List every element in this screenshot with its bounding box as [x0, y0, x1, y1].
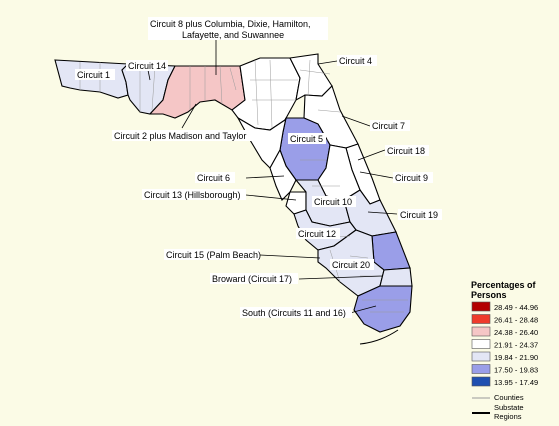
label-circuit-4: Circuit 4	[339, 56, 372, 66]
legend-swatch-4	[471, 351, 491, 362]
label-circuit-8-line1: Circuit 8 plus Columbia, Dixie, Hamilton…	[150, 19, 311, 29]
legend-swatch-3	[471, 339, 491, 349]
label-circuit-9: Circuit 9	[395, 173, 428, 183]
legend-title-line2: Persons	[471, 290, 507, 300]
label-circuit-12: Circuit 12	[298, 229, 336, 239]
legend-bin-label-5: 17.50 - 19.83	[494, 366, 538, 375]
label-circuit-19: Circuit 19	[400, 210, 438, 220]
legend-swatch-5	[471, 364, 491, 374]
label-circuit-13: Circuit 13 (Hillsborough)	[144, 190, 241, 200]
region-circuit-6	[269, 148, 297, 201]
legend: Percentages of Persons 28.49 - 44.96 26.4…	[471, 280, 538, 421]
legend-bin-label-6: 13.95 - 17.49	[494, 378, 538, 387]
legend-bin-label-1: 26.41 - 28.48	[494, 316, 538, 325]
legend-substate-label-line2: Regions	[494, 412, 522, 421]
label-circuit-1: Circuit 1	[77, 70, 110, 80]
label-circuit-18: Circuit 18	[387, 146, 425, 156]
legend-bin-label-2: 24.38 - 26.40	[494, 328, 538, 337]
label-circuit-5: Circuit 5	[290, 134, 323, 144]
label-circuit-7: Circuit 7	[372, 121, 405, 131]
legend-swatch-6	[471, 376, 491, 387]
label-circuit-17: Broward (Circuit 17)	[212, 274, 292, 284]
legend-title-line1: Percentages of	[471, 280, 537, 290]
legend-bin-label-4: 19.84 - 21.90	[494, 353, 538, 362]
legend-swatch-2	[471, 326, 491, 337]
legend-counties-label: Counties	[494, 393, 524, 402]
legend-bins: 28.49 - 44.96 26.41 - 28.48 24.38 - 26.40 2…	[471, 301, 538, 387]
label-circuit-2: Circuit 2 plus Madison and Taylor	[114, 131, 246, 141]
legend-substate-label-line1: Substate	[494, 403, 524, 412]
label-circuit-10: Circuit 10	[314, 197, 352, 207]
label-circuit-8-line2: Lafayette, and Suwannee	[182, 30, 284, 40]
region-circuit-11-16	[353, 285, 413, 333]
legend-swatch-1	[471, 314, 491, 324]
label-circuit-15: Circuit 15 (Palm Beach)	[166, 250, 261, 260]
leader-lines	[90, 38, 398, 314]
legend-swatch-0	[471, 301, 491, 312]
map-labels: Circuit 1 Circuit 14 Circuit 8 plus Colu…	[75, 17, 442, 318]
florida-keys	[359, 329, 399, 345]
label-circuit-11-16: South (Circuits 11 and 16)	[242, 308, 346, 318]
region-circuit-17	[379, 267, 413, 287]
label-circuit-6: Circuit 6	[197, 173, 230, 183]
label-circuit-14: Circuit 14	[128, 61, 166, 71]
legend-bin-label-3: 21.91 - 24.37	[494, 341, 538, 350]
label-circuit-20: Circuit 20	[332, 260, 370, 270]
legend-bin-label-0: 28.49 - 44.96	[494, 303, 538, 312]
